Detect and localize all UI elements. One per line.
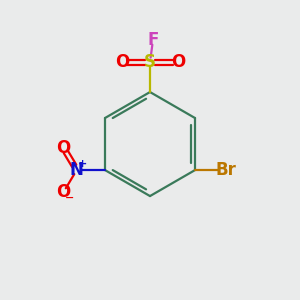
Text: Br: Br — [216, 161, 237, 179]
Text: O: O — [171, 53, 185, 71]
Text: +: + — [78, 159, 87, 169]
Text: O: O — [56, 139, 70, 157]
Text: O: O — [56, 183, 70, 201]
Text: S: S — [144, 53, 156, 71]
Text: F: F — [147, 31, 159, 49]
Text: N: N — [70, 161, 84, 179]
Text: −: − — [64, 193, 74, 203]
Text: O: O — [115, 53, 129, 71]
